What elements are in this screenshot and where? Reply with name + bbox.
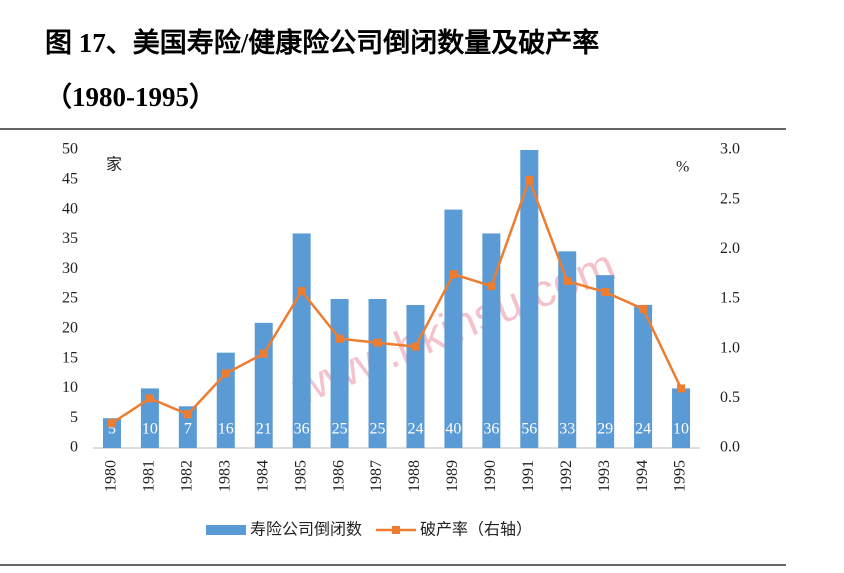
y-axis-label: 家 [106, 156, 122, 174]
bar-value-label: 24 [635, 421, 651, 438]
bar-value-label: 25 [332, 421, 348, 438]
bar-value-label: 10 [142, 421, 158, 438]
x-tick-label: 1991 [520, 460, 537, 492]
bar-value-label: 25 [370, 421, 386, 438]
bar [254, 322, 273, 448]
y-tick-label: 45 [62, 170, 78, 187]
y2-tick-label: 1.0 [720, 339, 740, 356]
bar-value-label: 40 [445, 421, 461, 438]
bar [368, 299, 387, 448]
x-tick-label: 1992 [558, 460, 575, 492]
y2-tick-label: 3.0 [720, 141, 740, 158]
y2-tick-label: 2.5 [720, 190, 740, 207]
bar-value-label: 36 [294, 421, 310, 438]
y-tick-label: 25 [62, 290, 78, 307]
y2-axis-label: % [676, 159, 689, 176]
line-marker [297, 287, 306, 296]
line-marker [183, 410, 192, 419]
line-marker [107, 419, 116, 428]
legend-swatch [392, 526, 401, 534]
x-tick-label: 1989 [444, 460, 461, 492]
line-marker [259, 349, 268, 358]
y-tick-label: 10 [62, 379, 78, 396]
legend-label: 寿险公司倒闭数 [250, 521, 362, 539]
y-tick-label: 30 [62, 260, 78, 277]
y2-tick-label: 0.0 [720, 439, 740, 456]
x-tick-label: 1982 [179, 460, 196, 492]
bar-value-label: 29 [597, 421, 613, 438]
y2-tick-label: 2.0 [720, 240, 740, 257]
x-tick-label: 1984 [254, 460, 271, 492]
bar [444, 209, 463, 448]
bar [178, 406, 197, 448]
x-tick-label: 1993 [596, 460, 613, 492]
line-marker [411, 342, 420, 351]
y-tick-label: 40 [62, 200, 78, 217]
y-tick-label: 5 [70, 409, 78, 426]
legend-swatch [206, 525, 246, 535]
x-tick-label: 1987 [368, 460, 385, 492]
legend-label: 破产率（右轴） [420, 521, 532, 539]
y-tick-label: 0 [70, 439, 78, 456]
x-tick-label: 1994 [634, 460, 651, 492]
plot-area [102, 150, 691, 448]
bar-value-label: 7 [184, 421, 192, 438]
bar-value-label: 16 [218, 421, 234, 438]
line-marker [335, 334, 344, 343]
bar [330, 299, 349, 448]
chart-title: 图 17、美国寿险/健康险公司倒闭数量及破产率 [45, 27, 599, 58]
line-marker [145, 394, 154, 403]
y2-tick-label: 0.5 [720, 389, 740, 406]
line-marker [449, 270, 458, 279]
y2-tick-label: 1.5 [720, 290, 740, 307]
bar-value-label: 21 [256, 421, 272, 438]
x-tick-label: 1985 [292, 460, 309, 492]
x-tick-label: 1981 [141, 460, 158, 492]
line-marker [373, 338, 382, 347]
line-marker [221, 369, 230, 378]
bar [672, 388, 691, 448]
y-tick-label: 35 [62, 230, 78, 247]
line-marker [677, 384, 686, 393]
y-tick-label: 20 [62, 319, 78, 336]
x-tick-label: 1983 [216, 460, 233, 492]
line-marker [525, 175, 534, 184]
bar-value-label: 5 [108, 421, 116, 438]
x-tick-label: 1980 [103, 460, 120, 492]
bar [216, 352, 235, 448]
bar [292, 233, 311, 448]
x-tick-label: 1988 [406, 460, 423, 492]
bar [558, 251, 577, 448]
y-tick-label: 50 [62, 141, 78, 158]
line-marker [487, 282, 496, 291]
bar [520, 150, 539, 448]
line-marker [563, 277, 572, 286]
line [111, 176, 683, 425]
bar-value-label: 24 [407, 421, 423, 438]
x-tick-label: 1990 [482, 460, 499, 492]
bar-value-label: 10 [673, 421, 689, 438]
bar [634, 304, 653, 448]
chart-subtitle: （1980-1995） [45, 82, 216, 112]
bar [102, 418, 121, 448]
bar-value-label: 36 [483, 421, 499, 438]
bar-value-label: 33 [559, 421, 575, 438]
bar-value-label: 56 [521, 421, 537, 438]
bar [482, 233, 501, 448]
x-tick-label: 1995 [672, 460, 689, 492]
y-tick-label: 15 [62, 349, 78, 366]
bar [596, 275, 615, 448]
line-marker [601, 288, 610, 297]
line-marker [639, 304, 648, 313]
bar [140, 388, 159, 448]
x-tick-label: 1986 [330, 460, 347, 492]
